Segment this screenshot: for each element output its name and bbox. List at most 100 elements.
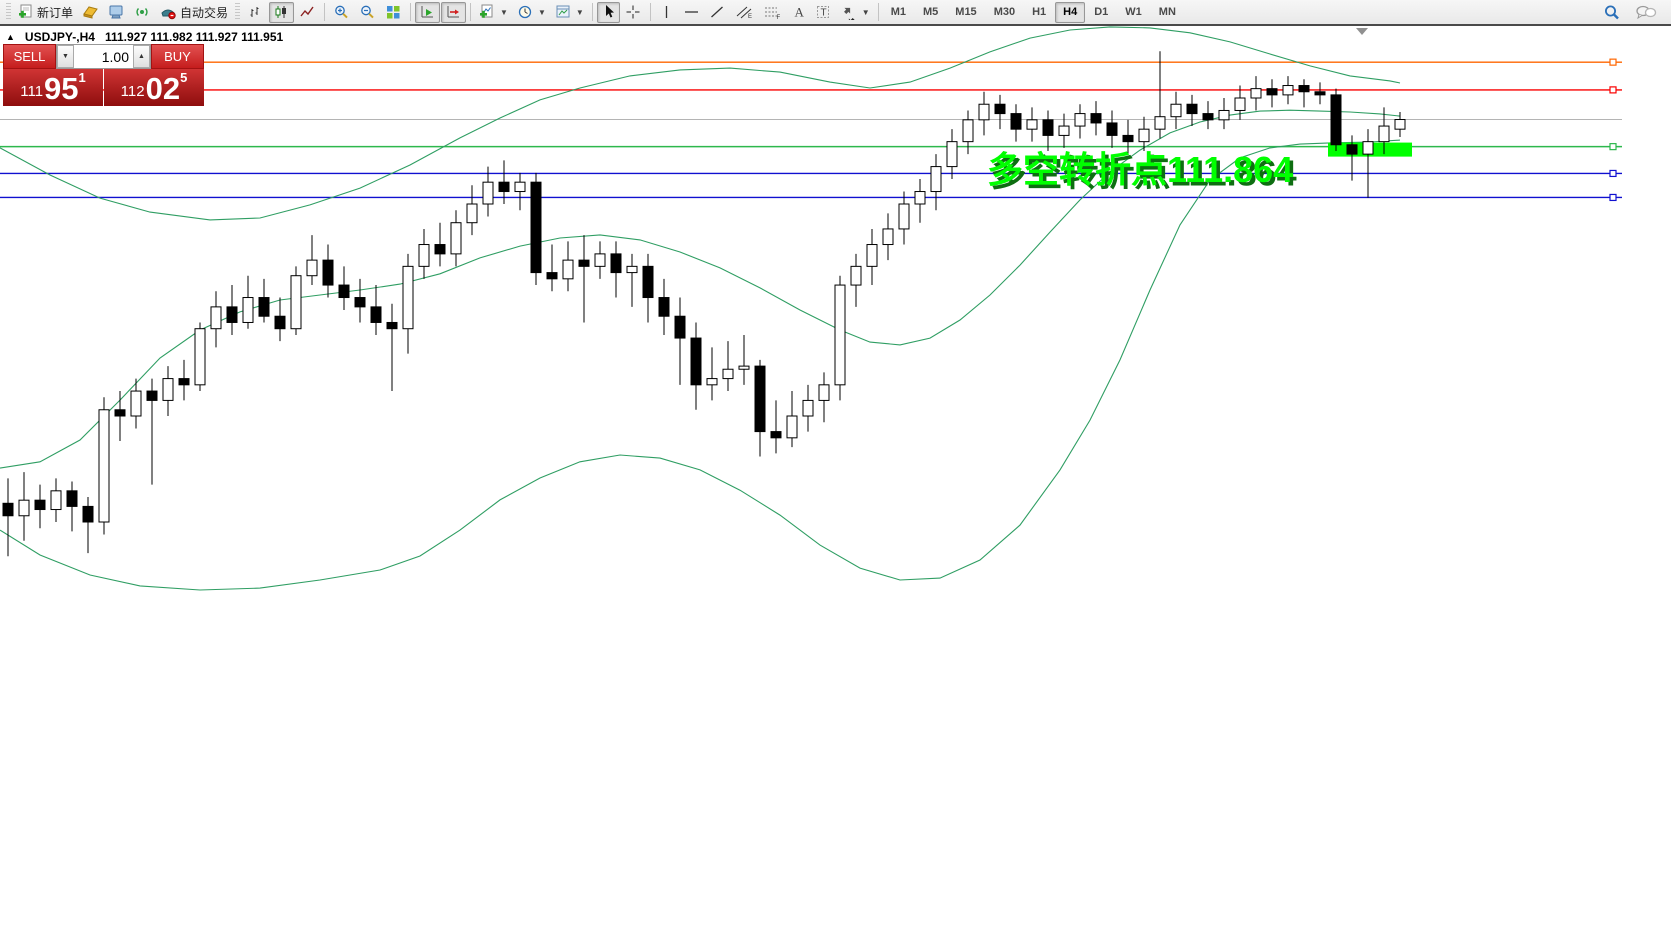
- volume-input[interactable]: [74, 45, 133, 68]
- zoom-out-button[interactable]: [355, 2, 380, 23]
- timeframe-m15-button[interactable]: M15: [947, 2, 984, 23]
- equidistant-channel-button[interactable]: E: [731, 2, 758, 23]
- sell-button[interactable]: SELL: [3, 44, 56, 69]
- template-icon: [556, 5, 570, 18]
- buy-price-small: 112: [120, 83, 145, 100]
- chat-bubbles-icon: [1636, 5, 1657, 19]
- horizontal-line-icon: [684, 11, 698, 13]
- candlesticks: [2, 51, 1406, 557]
- timeframe-m30-button[interactable]: M30: [986, 2, 1023, 23]
- line-chart-button[interactable]: [295, 2, 320, 23]
- timeframe-label: M30: [993, 6, 1016, 18]
- zoom-in-icon: [335, 5, 348, 19]
- bar-chart-button[interactable]: [243, 2, 268, 23]
- text-label-icon: T: [816, 6, 829, 19]
- timeframe-mn-button[interactable]: MN: [1151, 2, 1184, 23]
- timeframe-m1-button[interactable]: M1: [883, 2, 914, 23]
- search-icon: [1605, 5, 1619, 19]
- cursor-icon: [605, 5, 614, 18]
- periods-button[interactable]: ▼: [513, 2, 550, 23]
- sell-price-sup: 1: [78, 70, 86, 85]
- tile-windows-icon: [387, 6, 400, 19]
- line-chart-icon: [300, 6, 314, 17]
- main-toolbar: 新订单 自动交易 ▼ ▼ ▼ E F A T ▼ M1 M5 M15 M30 H…: [0, 0, 1671, 26]
- timeframe-label: D1: [1094, 6, 1109, 18]
- toolbar-separator: [410, 3, 412, 21]
- templates-button[interactable]: ▼: [551, 2, 588, 23]
- chevron-down-icon: ▼: [861, 7, 870, 17]
- sell-price-display[interactable]: 111 95 1: [3, 69, 103, 106]
- autotrading-button[interactable]: 自动交易: [156, 2, 232, 23]
- chart-shift-marker[interactable]: [1356, 28, 1368, 35]
- gold-block-icon: [82, 4, 99, 20]
- indicators-button[interactable]: ▼: [475, 2, 512, 23]
- ohlc-values: 111.927 111.982 111.927 111.951: [104, 30, 284, 44]
- fibonacci-button[interactable]: F: [759, 2, 786, 23]
- chevron-down-icon: ▼: [537, 7, 546, 17]
- arrows-button[interactable]: ▼: [837, 2, 874, 23]
- text-button[interactable]: A: [787, 2, 810, 23]
- horizontal-level-line[interactable]: [0, 86, 1622, 94]
- new-order-button[interactable]: 新订单: [14, 2, 77, 23]
- chevron-down-icon: ▼: [575, 7, 584, 17]
- toolbar-separator: [591, 3, 593, 21]
- timeframe-label: M15: [955, 6, 977, 18]
- chat-button[interactable]: [1631, 2, 1661, 23]
- terminal-button[interactable]: [104, 2, 129, 23]
- line-handle[interactable]: [1609, 86, 1617, 94]
- chart-shift-button[interactable]: [441, 1, 467, 23]
- collapse-panel-icon[interactable]: ▲: [6, 32, 15, 42]
- crosshair-button[interactable]: [621, 2, 646, 23]
- line-handle[interactable]: [1609, 193, 1617, 202]
- toolbar-separator: [470, 3, 472, 21]
- timeframe-d1-button[interactable]: D1: [1086, 2, 1116, 23]
- line-handle[interactable]: [1609, 143, 1617, 151]
- text-label-button[interactable]: T: [811, 2, 836, 23]
- svg-text:F: F: [776, 15, 780, 20]
- svg-text:A: A: [794, 5, 804, 20]
- text-icon: A: [794, 5, 804, 20]
- horizontal-line-button[interactable]: [679, 2, 704, 23]
- symbol-period-label: USDJPY-,H4: [24, 30, 95, 44]
- volume-increase-button[interactable]: ▲: [133, 45, 150, 68]
- monitor-icon: [108, 4, 125, 20]
- tile-windows-button[interactable]: [381, 2, 406, 23]
- horizontal-level-line[interactable]: [0, 58, 1622, 66]
- autotrading-label: 自动交易: [180, 5, 229, 20]
- horizontal-level-line[interactable]: [0, 169, 1622, 178]
- timeframe-h4-button[interactable]: H4: [1055, 1, 1086, 23]
- svg-text:E: E: [748, 14, 752, 20]
- timeframe-label: H4: [1063, 6, 1078, 18]
- bollinger-upper-band: [0, 26, 1401, 221]
- trendline-button[interactable]: [705, 2, 730, 23]
- line-handle[interactable]: [1609, 58, 1617, 66]
- marketwatch-button[interactable]: [78, 2, 103, 23]
- crosshair-icon: [626, 5, 640, 19]
- search-button[interactable]: [1599, 2, 1625, 23]
- timeframe-m5-button[interactable]: M5: [915, 2, 946, 23]
- horizontal-level-line[interactable]: [0, 193, 1622, 202]
- volume-decrease-button[interactable]: ▼: [57, 45, 74, 68]
- cursor-button[interactable]: [596, 1, 620, 23]
- autoscroll-button[interactable]: [415, 1, 441, 23]
- autoscroll-icon: [421, 6, 434, 18]
- annotation-text[interactable]: 多空转折点111.864: [987, 149, 1293, 190]
- sell-price-small: 111: [20, 83, 44, 100]
- svg-text:T: T: [820, 8, 826, 19]
- timeframe-label: M1: [890, 6, 906, 18]
- candlestick-icon: [275, 6, 287, 18]
- timeframe-w1-button[interactable]: W1: [1117, 2, 1150, 23]
- signal-icon: [134, 4, 151, 20]
- line-handle[interactable]: [1609, 169, 1617, 178]
- new-order-label: 新订单: [37, 5, 74, 20]
- signals-button[interactable]: [130, 2, 155, 23]
- candlestick-chart-button[interactable]: [269, 1, 295, 23]
- timeframe-h1-button[interactable]: H1: [1024, 2, 1054, 23]
- buy-button[interactable]: BUY: [151, 44, 204, 69]
- vertical-line-button[interactable]: [655, 2, 678, 23]
- toolbar-grip: [235, 3, 241, 21]
- zoom-in-button[interactable]: [329, 2, 354, 23]
- buy-price-display[interactable]: 112 02 5: [104, 69, 204, 106]
